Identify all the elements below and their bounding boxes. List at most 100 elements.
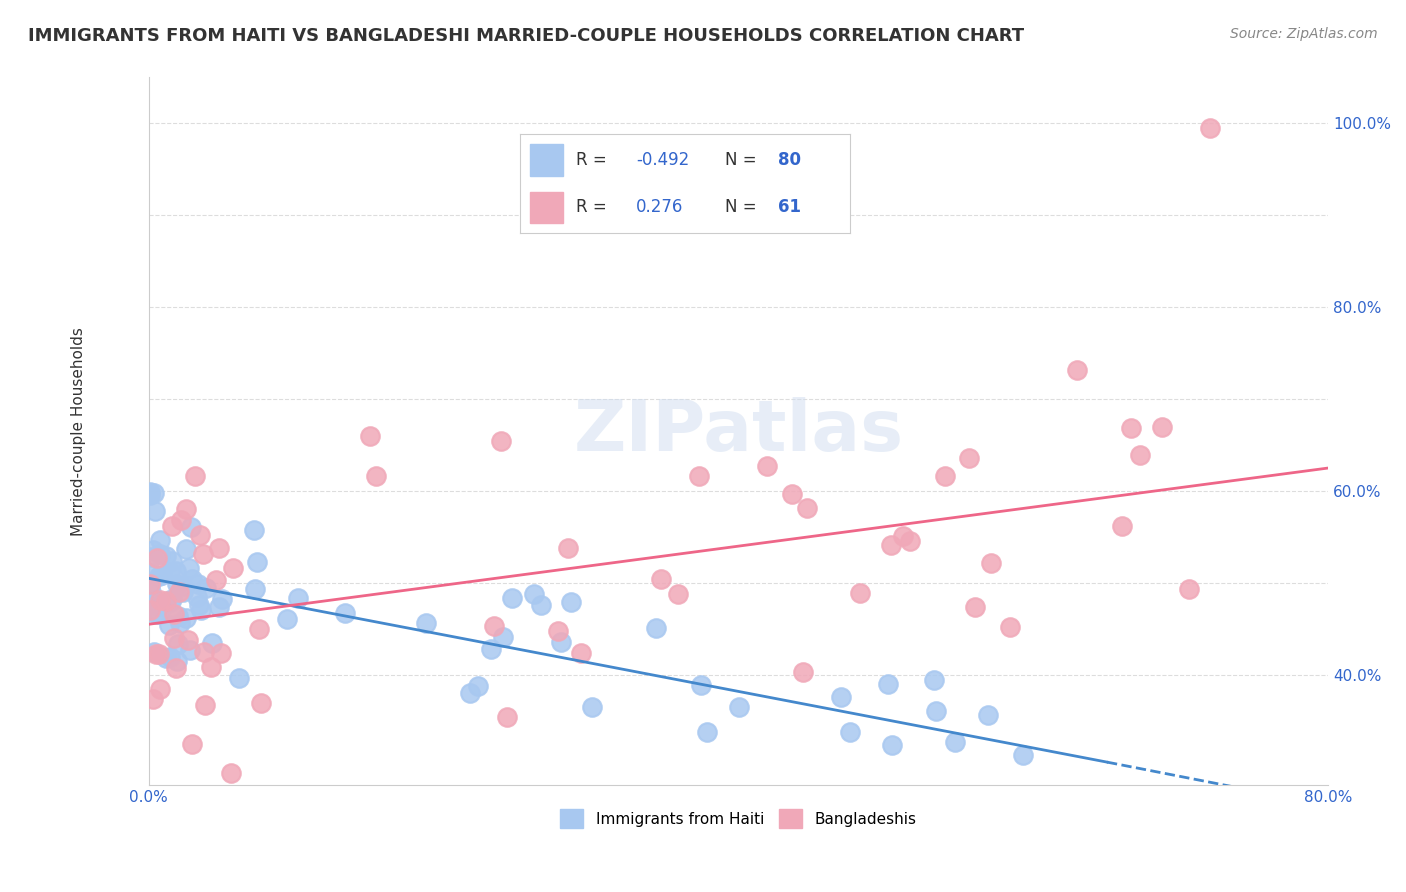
Point	[187, 577, 209, 591]
Point	[157, 618, 180, 632]
Point	[547, 624, 569, 639]
Point	[924, 673, 946, 688]
Point	[249, 696, 271, 710]
Point	[143, 645, 166, 659]
Point	[143, 504, 166, 518]
Point	[479, 641, 502, 656]
Point	[489, 434, 512, 448]
Point	[755, 458, 778, 473]
Point	[148, 682, 170, 697]
Point	[925, 704, 948, 718]
Point	[359, 429, 381, 443]
Point	[145, 607, 167, 621]
Point	[696, 725, 718, 739]
Point	[179, 560, 201, 574]
Point	[181, 573, 204, 587]
Point	[145, 647, 167, 661]
Point	[167, 585, 190, 599]
Point	[149, 533, 172, 547]
Point	[163, 631, 186, 645]
Point	[780, 487, 803, 501]
Y-axis label: Married-couple Households: Married-couple Households	[72, 326, 86, 536]
Point	[287, 591, 309, 606]
Point	[160, 519, 183, 533]
Point	[148, 599, 170, 613]
Point	[141, 566, 163, 580]
Point	[145, 550, 167, 565]
Point	[228, 671, 250, 685]
Point	[957, 451, 980, 466]
Point	[830, 690, 852, 705]
Point	[174, 610, 197, 624]
Point	[492, 630, 515, 644]
Point	[1111, 519, 1133, 533]
Point	[167, 637, 190, 651]
Point	[1177, 582, 1199, 596]
Point	[208, 599, 231, 614]
Point	[1129, 448, 1152, 462]
Point	[792, 665, 814, 679]
Point	[155, 594, 177, 608]
Point	[152, 596, 174, 610]
Point	[165, 564, 187, 578]
Point	[172, 584, 194, 599]
Point	[148, 569, 170, 583]
Point	[148, 607, 170, 621]
Point	[174, 502, 197, 516]
Point	[141, 584, 163, 599]
Point	[1066, 363, 1088, 377]
Point	[569, 646, 592, 660]
Point	[877, 676, 900, 690]
Point	[160, 554, 183, 568]
Point	[159, 566, 181, 580]
Point	[963, 600, 986, 615]
Point	[796, 501, 818, 516]
Point	[209, 647, 232, 661]
Point	[688, 469, 710, 483]
Point	[467, 679, 489, 693]
Point	[523, 587, 546, 601]
Point	[898, 534, 921, 549]
Point	[149, 592, 172, 607]
Point	[195, 582, 218, 596]
Point	[194, 698, 217, 712]
Point	[247, 623, 270, 637]
Point	[482, 619, 505, 633]
Point	[190, 603, 212, 617]
Point	[1150, 419, 1173, 434]
Point	[139, 578, 162, 592]
Point	[200, 660, 222, 674]
Point	[166, 577, 188, 591]
Point	[501, 591, 523, 605]
Point	[208, 541, 231, 555]
Point	[148, 647, 170, 661]
Point	[170, 513, 193, 527]
Point	[176, 542, 198, 557]
Point	[550, 635, 572, 649]
Text: IMMIGRANTS FROM HAITI VS BANGLADESHI MARRIED-COUPLE HOUSEHOLDS CORRELATION CHART: IMMIGRANTS FROM HAITI VS BANGLADESHI MAR…	[28, 27, 1024, 45]
Point	[149, 547, 172, 561]
Point	[201, 636, 224, 650]
Text: ZIPatlas: ZIPatlas	[574, 397, 904, 466]
Point	[141, 550, 163, 565]
Point	[222, 561, 245, 575]
Point	[150, 568, 173, 582]
Point	[159, 650, 181, 665]
Point	[169, 615, 191, 630]
Point	[188, 598, 211, 612]
Point	[160, 591, 183, 606]
Point	[333, 607, 356, 621]
Point	[211, 591, 233, 606]
Point	[139, 603, 162, 617]
Point	[143, 486, 166, 500]
Point	[838, 724, 860, 739]
Point	[980, 557, 1002, 571]
Point	[977, 708, 1000, 723]
Point	[849, 586, 872, 600]
Point	[496, 710, 519, 724]
Point	[139, 488, 162, 502]
Point	[276, 612, 298, 626]
Point	[193, 645, 215, 659]
Point	[1012, 747, 1035, 762]
Point	[219, 765, 242, 780]
